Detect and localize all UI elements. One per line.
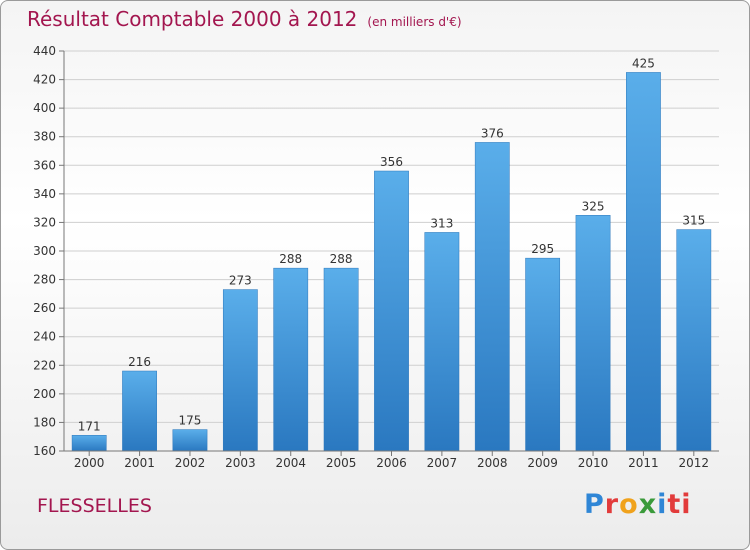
bar-value-label: 171 bbox=[78, 419, 101, 433]
bar-value-label: 288 bbox=[330, 252, 353, 266]
y-tick-label: 220 bbox=[33, 358, 56, 372]
bar bbox=[222, 289, 258, 452]
y-tick-label: 180 bbox=[33, 415, 56, 429]
x-tick-label: 2010 bbox=[578, 456, 609, 470]
x-tick-label: 2008 bbox=[477, 456, 508, 470]
chart-subtitle: (en milliers d'€) bbox=[367, 15, 462, 29]
y-tick-label: 360 bbox=[33, 158, 56, 172]
bar bbox=[676, 229, 712, 452]
y-tick-label: 240 bbox=[33, 330, 56, 344]
y-tick-label: 440 bbox=[33, 44, 56, 58]
bar bbox=[122, 370, 157, 452]
y-tick-label: 420 bbox=[33, 73, 56, 87]
bar-value-label: 273 bbox=[229, 274, 252, 288]
x-tick-label: 2004 bbox=[275, 456, 306, 470]
bar-value-label: 313 bbox=[430, 216, 453, 230]
x-tick-label: 2006 bbox=[376, 456, 407, 470]
bar-value-label: 425 bbox=[632, 56, 655, 70]
bar bbox=[374, 170, 409, 452]
y-tick-label: 320 bbox=[33, 215, 56, 229]
logo-letter: o bbox=[619, 489, 639, 520]
x-tick-label: 2001 bbox=[124, 456, 155, 470]
bar bbox=[323, 267, 359, 452]
y-tick-label: 160 bbox=[33, 444, 56, 458]
x-tick-label: 2005 bbox=[326, 456, 357, 470]
logo-letter: i bbox=[657, 489, 668, 520]
y-tick-label: 400 bbox=[33, 101, 56, 115]
bar-value-label: 216 bbox=[128, 355, 151, 369]
x-tick-label: 2003 bbox=[225, 456, 256, 470]
commune-name: FLESSELLES bbox=[37, 495, 152, 517]
y-tick-label: 380 bbox=[33, 130, 56, 144]
y-tick-label: 260 bbox=[33, 301, 56, 315]
x-tick-label: 2009 bbox=[527, 456, 558, 470]
x-tick-label: 2011 bbox=[628, 456, 659, 470]
chart-title: Résultat Comptable 2000 à 2012 (en millie… bbox=[27, 7, 462, 31]
y-tick-label: 200 bbox=[33, 387, 56, 401]
bar-value-label: 356 bbox=[380, 155, 403, 169]
logo-letter: r bbox=[604, 489, 620, 520]
bar-value-label: 288 bbox=[279, 252, 302, 266]
bar-value-label: 376 bbox=[481, 126, 504, 140]
bar-value-label: 325 bbox=[582, 199, 605, 213]
chart-title-main: Résultat Comptable 2000 à 2012 bbox=[27, 7, 358, 31]
bar-value-label: 295 bbox=[531, 242, 554, 256]
x-tick-label: 2002 bbox=[175, 456, 206, 470]
bar-value-label: 315 bbox=[682, 214, 705, 228]
bar bbox=[525, 257, 561, 452]
logo-letter: P bbox=[584, 489, 605, 520]
bar bbox=[575, 215, 611, 452]
bar bbox=[172, 429, 208, 452]
bar bbox=[273, 267, 309, 452]
logo-letter: ti bbox=[667, 489, 692, 520]
y-tick-label: 280 bbox=[33, 273, 56, 287]
logo-letter: x bbox=[638, 489, 658, 520]
x-tick-label: 2000 bbox=[74, 456, 105, 470]
y-tick-label: 340 bbox=[33, 187, 56, 201]
bar bbox=[626, 72, 661, 452]
x-tick-label: 2012 bbox=[679, 456, 710, 470]
bar bbox=[424, 232, 460, 452]
bar-value-label: 175 bbox=[179, 414, 202, 428]
bar bbox=[71, 435, 107, 452]
bar bbox=[474, 142, 510, 452]
y-tick-label: 300 bbox=[33, 244, 56, 258]
proxiti-logo: Proxiti bbox=[584, 489, 692, 520]
x-tick-label: 2007 bbox=[427, 456, 458, 470]
